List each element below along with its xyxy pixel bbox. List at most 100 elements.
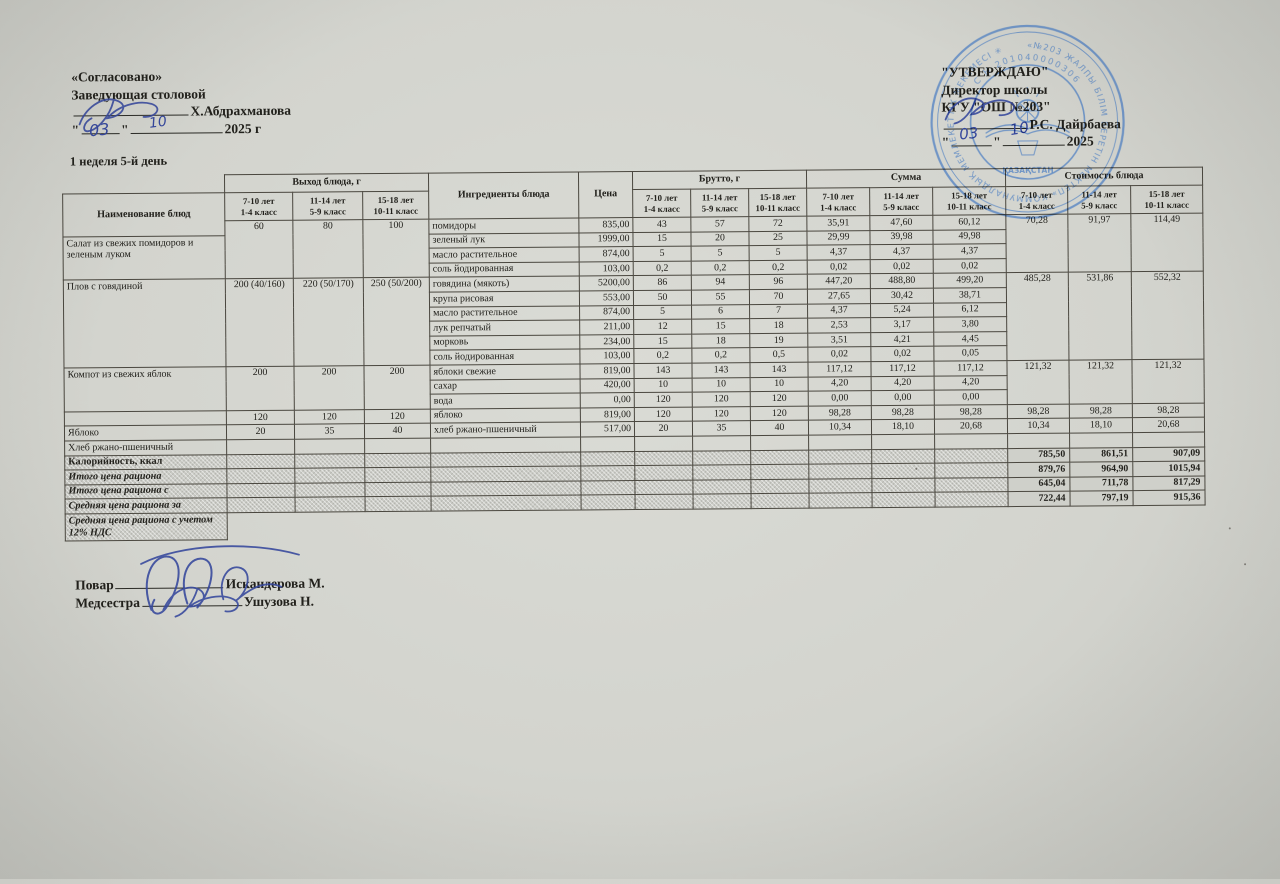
shaded-cell <box>634 465 693 481</box>
quote-mark: " <box>71 121 80 137</box>
value-cell <box>692 435 751 451</box>
date-day-line <box>81 121 120 134</box>
value-cell: 499,20 <box>933 272 1007 289</box>
value-cell: 10 <box>634 377 693 393</box>
value-cell: 40 <box>364 423 431 439</box>
value-cell: 200 <box>225 366 295 411</box>
price-cell: 835,00 <box>578 217 633 233</box>
age-header-cell: 11-14 лет 5-9 класс <box>690 188 749 218</box>
header-cell: Выход блюда, г <box>224 173 429 193</box>
value-cell: 4,37 <box>807 244 871 260</box>
value-cell: 4,37 <box>807 303 871 319</box>
value-cell: 0,02 <box>807 259 871 275</box>
ingredient-cell: хлеб ржано-пшеничный <box>430 422 581 439</box>
shaded-cell <box>365 496 432 512</box>
value-cell: 6,12 <box>933 302 1007 318</box>
summary-value-cell: 915,36 <box>1132 490 1206 506</box>
shaded-cell <box>809 492 873 509</box>
ingredient-cell: говядина (мякоть) <box>429 276 580 293</box>
value-cell: 18,10 <box>871 419 935 435</box>
value-cell: 27,65 <box>807 288 871 304</box>
value-cell: 19 <box>749 332 808 348</box>
shaded-cell <box>871 463 935 479</box>
value-cell: 121,32 <box>1006 360 1070 405</box>
ingredient-cell: морковь <box>429 334 580 351</box>
value-cell: 20,68 <box>934 418 1008 435</box>
shaded-cell <box>751 493 810 509</box>
age-header-cell: 7-10 лет 1-4 класс <box>806 187 870 217</box>
value-cell: 10,34 <box>808 419 872 436</box>
value-cell: 3,51 <box>807 332 871 348</box>
value-cell: 98,28 <box>808 405 872 421</box>
signature-line <box>141 593 242 607</box>
price-cell: 0,00 <box>580 392 635 408</box>
value-cell: 72 <box>748 216 807 232</box>
dish-name-cell: Хлеб ржано-пшеничный <box>64 439 227 456</box>
confirmed-date-line: " " 2025 <box>942 132 1121 151</box>
summary-value-cell: 964,90 <box>1069 461 1133 477</box>
value-cell <box>430 436 581 453</box>
value-cell: 39,98 <box>869 229 934 245</box>
shaded-cell <box>634 479 694 495</box>
value-cell: 117,12 <box>870 361 935 377</box>
ingredient-cell: крупа рисовая <box>429 290 580 307</box>
shaded-cell <box>364 452 431 468</box>
quote-mark: " <box>941 134 950 150</box>
confirmation-block: "УТВЕРЖДАЮ" Директор школы КГУ "ОШ №203"… <box>941 62 1121 151</box>
nurse-line: Медсестра Ушузова Н. <box>75 592 324 611</box>
signature-line <box>115 575 224 590</box>
value-cell: 4,20 <box>871 375 935 391</box>
price-cell: 103,00 <box>579 348 634 364</box>
shaded-cell <box>750 464 809 480</box>
value-cell: 121,32 <box>1068 359 1133 404</box>
value-cell: 94 <box>691 275 750 291</box>
cook-label: Повар <box>75 577 114 593</box>
corner-spacer <box>62 175 224 194</box>
value-cell <box>294 438 365 454</box>
price-cell: 874,00 <box>579 305 634 321</box>
value-cell: 35 <box>294 423 365 440</box>
value-cell: 86 <box>633 275 692 291</box>
value-cell: 18 <box>691 333 750 349</box>
quote-mark: " <box>993 134 1001 150</box>
value-cell: 120 <box>364 408 431 424</box>
value-cell: 220 (50/170) <box>293 278 364 367</box>
value-cell: 4,37 <box>933 243 1007 259</box>
value-cell: 0,2 <box>633 260 692 276</box>
value-cell: 447,20 <box>807 274 871 290</box>
summary-value-cell: 879,76 <box>1007 462 1070 478</box>
cook-line: Повар Искандерова М. <box>75 574 324 593</box>
shaded-cell <box>294 467 365 483</box>
value-cell <box>226 439 295 455</box>
value-cell: 6 <box>691 304 750 320</box>
value-cell <box>871 434 935 450</box>
signature-line <box>943 115 1028 130</box>
value-cell: 4,45 <box>933 331 1007 347</box>
approved-title: «Согласовано» <box>71 68 163 85</box>
value-cell: 117,12 <box>807 361 872 377</box>
shaded-cell <box>226 453 295 469</box>
price-cell: 5200,00 <box>579 275 634 291</box>
value-cell: 70 <box>749 289 808 305</box>
value-cell: 96 <box>749 274 808 290</box>
age-header-cell: 11-14 лет 5-9 класс <box>292 191 363 221</box>
price-cell: 819,00 <box>580 407 635 423</box>
value-cell: 120 <box>750 391 809 407</box>
value-cell: 120 <box>226 409 295 426</box>
summary-value-cell: 797,19 <box>1069 490 1134 506</box>
value-cell: 35 <box>692 420 751 436</box>
summary-label-cell: Итого цена рациона с <box>64 483 228 500</box>
shaded-cell <box>364 467 431 483</box>
summary-value-cell: 907,09 <box>1132 446 1205 462</box>
value-cell: 200 <box>363 365 431 410</box>
value-cell <box>808 434 872 450</box>
age-header-cell: 7-10 лет 1-4 класс <box>1005 186 1068 215</box>
value-cell: 55 <box>691 289 750 305</box>
shaded-cell <box>635 494 694 510</box>
value-cell: 98,28 <box>1069 403 1133 419</box>
value-cell: 114,49 <box>1130 213 1204 273</box>
value-cell: 70,28 <box>1005 214 1069 273</box>
value-cell: 38,71 <box>933 287 1007 303</box>
value-cell <box>1007 433 1070 449</box>
